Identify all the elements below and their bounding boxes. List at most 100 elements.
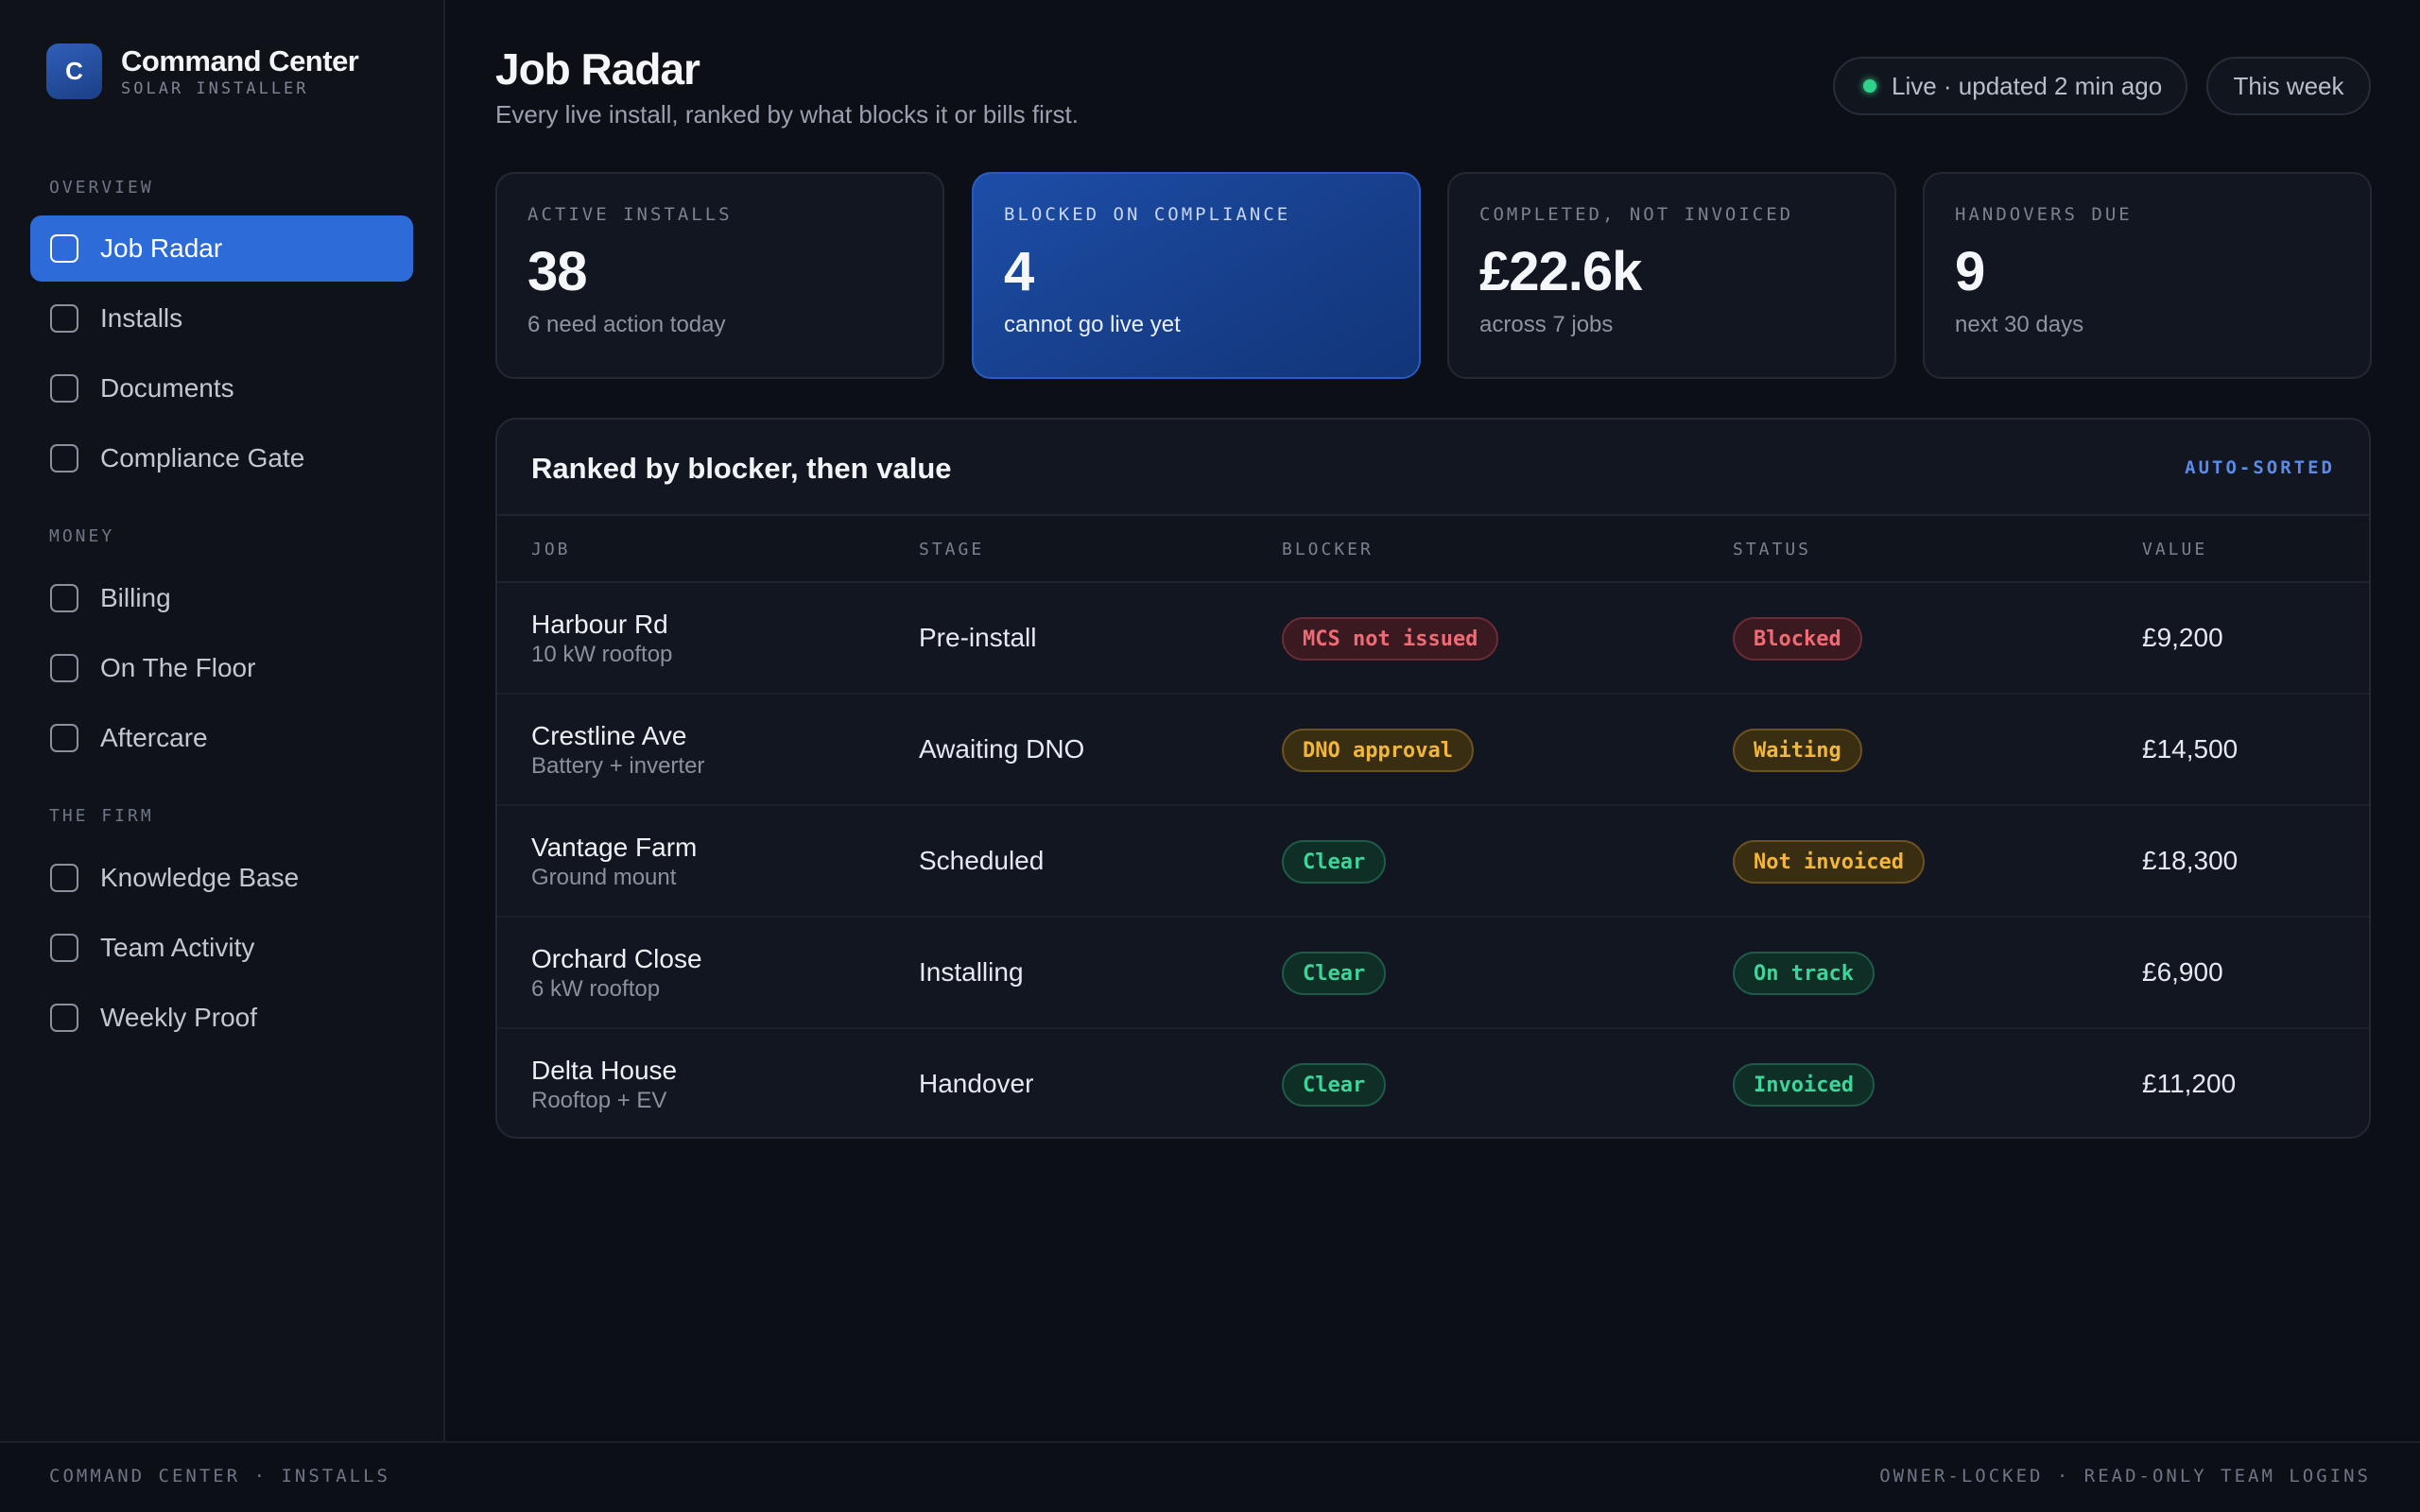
nav-section-overview: OVERVIEW: [49, 178, 154, 198]
kpi-card-completed-not-invoiced[interactable]: COMPLETED, NOT INVOICED £22.6k across 7 …: [1447, 172, 1896, 379]
sidebar-item-weekly-proof[interactable]: Weekly Proof: [30, 985, 413, 1051]
sidebar-item-documents[interactable]: Documents: [30, 355, 413, 421]
kpi-value: 4: [1004, 241, 1034, 302]
live-dot-icon: [1863, 79, 1876, 93]
kpi-sub: cannot go live yet: [1004, 312, 1181, 337]
period-selector[interactable]: This week: [2206, 57, 2371, 115]
nav-section-the-firm: THE FIRM: [49, 806, 154, 826]
sidebar-item-label: Installs: [100, 303, 183, 333]
job-name: Crestline Ave: [531, 721, 687, 750]
sidebar-item-on-the-floor[interactable]: On The Floor: [30, 635, 413, 701]
footer: COMMAND CENTER · INSTALLS OWNER-LOCKED ·…: [0, 1441, 2420, 1512]
sidebar-item-billing[interactable]: Billing: [30, 565, 413, 631]
table-header: JOB STAGE BLOCKER STATUS VALUE: [497, 514, 2369, 583]
status-badge: Invoiced: [1733, 1063, 1875, 1107]
kpi-value: 38: [527, 241, 588, 302]
status-badge: Blocked: [1733, 617, 1862, 661]
job-value: £18,300: [2142, 846, 2238, 875]
kpi-label: ACTIVE INSTALLS: [527, 204, 733, 225]
checkbox-icon: [50, 864, 78, 892]
brand-logo: C: [46, 43, 102, 99]
sidebar-item-job-radar[interactable]: Job Radar: [30, 215, 413, 282]
kpi-card-blocked-on-compliance[interactable]: BLOCKED ON COMPLIANCE 4 cannot go live y…: [972, 172, 1421, 379]
checkbox-icon: [50, 304, 78, 333]
footer-left-text: COMMAND CENTER · INSTALLS: [49, 1466, 390, 1486]
status-badge: On track: [1733, 952, 1875, 995]
column-header-stage[interactable]: STAGE: [919, 540, 985, 559]
job-detail: Ground mount: [531, 865, 677, 890]
brand[interactable]: C Command Center SOLAR INSTALLER: [46, 43, 359, 99]
sidebar-item-label: Team Activity: [100, 933, 255, 962]
job-detail: 6 kW rooftop: [531, 976, 661, 1002]
blocker-badge: Clear: [1282, 840, 1387, 884]
column-header-status[interactable]: STATUS: [1733, 540, 1812, 559]
footer-right-text: OWNER-LOCKED · READ-ONLY TEAM LOGINS: [1879, 1466, 2371, 1486]
column-header-value[interactable]: VALUE: [2142, 540, 2208, 559]
nav-section-money: MONEY: [49, 526, 115, 546]
sidebar-item-label: Compliance Gate: [100, 443, 305, 472]
checkbox-icon: [50, 374, 78, 403]
sidebar-item-compliance-gate[interactable]: Compliance Gate: [30, 425, 413, 491]
job-name: Delta House: [531, 1056, 678, 1085]
brand-title: Command Center: [121, 43, 359, 77]
blocker-badge: Clear: [1282, 952, 1387, 995]
page-title: Job Radar: [495, 44, 700, 94]
job-value: £11,200: [2142, 1069, 2237, 1098]
kpi-card-handovers-due[interactable]: HANDOVERS DUE 9 next 30 days: [1923, 172, 2372, 379]
status-badge: Not invoiced: [1733, 840, 1925, 884]
job-name: Vantage Farm: [531, 833, 698, 862]
checkbox-icon: [50, 934, 78, 962]
kpi-value: £22.6k: [1479, 241, 1642, 302]
job-stage: Awaiting DNO: [919, 734, 1085, 764]
checkbox-icon: [50, 1004, 78, 1032]
job-detail: Rooftop + EV: [531, 1088, 667, 1113]
table-row[interactable]: Harbour Rd 10 kW rooftop Pre-install MCS…: [497, 583, 2369, 695]
job-value: £6,900: [2142, 957, 2223, 987]
column-header-job[interactable]: JOB: [531, 540, 571, 559]
auto-sorted-tag: AUTO-SORTED: [2185, 457, 2335, 478]
sidebar-item-label: Weekly Proof: [100, 1003, 257, 1032]
job-stage: Scheduled: [919, 846, 1045, 875]
sidebar-item-installs[interactable]: Installs: [30, 285, 413, 352]
checkbox-icon: [50, 654, 78, 682]
kpi-label: COMPLETED, NOT INVOICED: [1479, 204, 1794, 225]
checkbox-icon: [50, 584, 78, 612]
job-value: £14,500: [2142, 734, 2238, 764]
sidebar-item-label: Job Radar: [100, 233, 223, 263]
checkbox-icon: [50, 444, 78, 472]
sidebar-item-label: Documents: [100, 373, 234, 403]
kpi-sub: next 30 days: [1955, 312, 2084, 337]
live-status-text: Live · updated 2 min ago: [1892, 71, 2163, 100]
kpi-value: 9: [1955, 241, 1985, 302]
sidebar-item-team-activity[interactable]: Team Activity: [30, 915, 413, 981]
page-subtitle: Every live install, ranked by what block…: [495, 100, 1079, 129]
job-stage: Pre-install: [919, 623, 1037, 652]
kpi-card-active-installs[interactable]: ACTIVE INSTALLS 38 6 need action today: [495, 172, 944, 379]
job-stage: Handover: [919, 1069, 1034, 1098]
kpi-label: BLOCKED ON COMPLIANCE: [1004, 204, 1291, 225]
sidebar-item-label: Billing: [100, 583, 171, 612]
job-detail: Battery + inverter: [531, 753, 705, 779]
job-name: Harbour Rd: [531, 610, 668, 639]
job-name: Orchard Close: [531, 944, 702, 973]
column-header-blocker[interactable]: BLOCKER: [1282, 540, 1374, 559]
blocker-badge: MCS not issued: [1282, 617, 1499, 661]
sidebar-item-knowledge-base[interactable]: Knowledge Base: [30, 845, 413, 911]
checkbox-icon: [50, 234, 78, 263]
sidebar-item-label: On The Floor: [100, 653, 256, 682]
sidebar-item-label: Aftercare: [100, 723, 208, 752]
live-status-pill[interactable]: Live · updated 2 min ago: [1833, 57, 2187, 115]
table-row[interactable]: Vantage Farm Ground mount Scheduled Clea…: [497, 806, 2369, 918]
blocker-badge: DNO approval: [1282, 729, 1474, 772]
sidebar-item-aftercare[interactable]: Aftercare: [30, 705, 413, 771]
sidebar: C Command Center SOLAR INSTALLER OVERVIE…: [0, 0, 445, 1441]
job-detail: 10 kW rooftop: [531, 642, 673, 667]
kpi-label: HANDOVERS DUE: [1955, 204, 2133, 225]
checkbox-icon: [50, 724, 78, 752]
table-row[interactable]: Orchard Close 6 kW rooftop Installing Cl…: [497, 918, 2369, 1029]
panel-title: Ranked by blocker, then value: [531, 452, 952, 485]
kpi-sub: 6 need action today: [527, 312, 726, 337]
table-row[interactable]: Delta House Rooftop + EV Handover Clear …: [497, 1029, 2369, 1137]
jobs-table-panel: Ranked by blocker, then value AUTO-SORTE…: [495, 418, 2371, 1139]
table-row[interactable]: Crestline Ave Battery + inverter Awaitin…: [497, 695, 2369, 806]
